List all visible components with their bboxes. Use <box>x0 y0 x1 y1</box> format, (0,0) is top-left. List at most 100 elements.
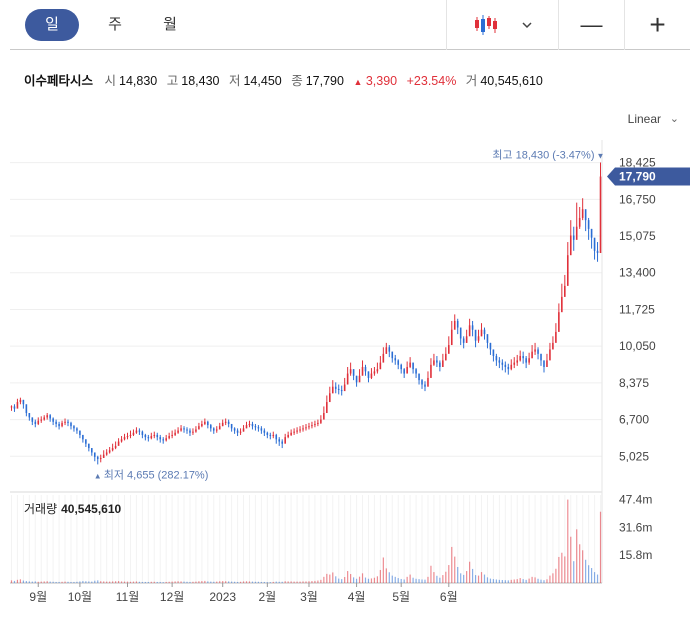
last-price-badge <box>607 167 690 186</box>
volume-bar <box>537 578 539 583</box>
candle-body <box>308 426 310 428</box>
tab-weekly[interactable]: 주 <box>108 16 122 33</box>
volume-bar <box>73 581 75 583</box>
volume-bar <box>257 581 260 583</box>
zoom-out-button[interactable]: — <box>558 0 624 50</box>
stock-name: 이수페타시스 <box>24 74 94 88</box>
volume-bar <box>498 579 500 583</box>
volume-bar <box>37 581 39 583</box>
candle-body <box>430 364 432 378</box>
chart-type-selector[interactable] <box>446 0 558 50</box>
candle-body <box>162 439 165 441</box>
candle-body <box>129 434 132 437</box>
volume-bar <box>245 581 248 583</box>
candle-body <box>346 373 349 385</box>
candle-body <box>233 428 236 431</box>
volume-bar <box>204 580 206 583</box>
volume-bar <box>162 582 164 583</box>
volume-bar <box>451 546 453 583</box>
volume-bar <box>549 575 551 583</box>
candle-body <box>108 450 111 453</box>
volume-bar <box>236 581 239 583</box>
candle-body <box>153 434 156 437</box>
volume-bar <box>269 582 271 583</box>
volume-bar <box>361 573 364 583</box>
volume-bar <box>168 581 170 583</box>
candle-body <box>251 423 254 427</box>
volume-bar <box>358 576 361 583</box>
volume-bar <box>296 581 298 583</box>
scale-selector[interactable]: Linear <box>627 112 661 126</box>
candle-body <box>555 331 557 343</box>
volume-bar <box>400 578 402 583</box>
scale-chevron-icon[interactable]: ⌄ <box>669 113 679 125</box>
candle-body <box>266 432 269 435</box>
volume-bar <box>394 576 396 583</box>
tab-monthly[interactable]: 월 <box>163 16 177 33</box>
volume-bar <box>254 581 257 583</box>
candle-body <box>510 364 513 370</box>
volume-bar <box>406 576 408 583</box>
tab-daily[interactable]: 일 <box>25 9 79 41</box>
volume-tick-label: 15.8m <box>619 548 652 562</box>
volume-bar <box>183 581 185 583</box>
candle-body <box>385 347 388 354</box>
candle-body <box>180 428 182 431</box>
candle-body <box>34 421 37 424</box>
volume-bar <box>513 579 515 583</box>
volume-bar <box>326 573 328 583</box>
candle-body <box>447 345 450 354</box>
volume-bar <box>531 576 533 583</box>
chevron-down-icon <box>521 22 532 29</box>
candle-body <box>317 422 319 424</box>
volume-bar <box>415 578 417 583</box>
price-tick-label: 10,050 <box>619 339 656 353</box>
volume-bar <box>507 580 509 583</box>
volume-bar <box>323 576 325 583</box>
min-price-annotation: 최저 4,655 (282.17%) <box>104 468 209 481</box>
volume-bar <box>22 580 24 583</box>
candle-body <box>296 430 298 432</box>
candle-body <box>165 438 167 441</box>
candle-body <box>239 431 242 433</box>
candle-body <box>221 422 224 427</box>
volume-bar <box>242 581 245 583</box>
candle-body <box>76 428 78 431</box>
volume-bar <box>534 577 536 583</box>
volume-bar <box>388 572 390 583</box>
volume-bar <box>120 581 123 583</box>
candle-body <box>257 427 260 429</box>
candle-body <box>82 434 84 440</box>
volume-bar <box>192 581 194 583</box>
candle-body <box>584 209 587 221</box>
volume-bar <box>412 577 414 583</box>
volume-bar <box>132 581 135 583</box>
volume-bar <box>483 574 486 583</box>
candle-body <box>320 419 322 423</box>
candle-body <box>361 366 364 376</box>
candle-body <box>132 432 135 435</box>
price-tick-label: 13,400 <box>619 266 656 280</box>
candle-body <box>311 425 313 427</box>
candle-body <box>355 375 358 383</box>
volume-bar <box>290 581 292 583</box>
volume-tick-label: 47.4m <box>619 493 652 507</box>
close-value: 17,790 <box>305 74 344 88</box>
candle-body <box>61 422 63 427</box>
change-value: 3,390 <box>365 74 398 88</box>
volume-bar <box>477 575 480 583</box>
volume-bar <box>519 578 521 583</box>
price-tick-label: 15,075 <box>619 229 656 243</box>
volume-bar <box>448 565 450 583</box>
candle-body <box>144 434 147 438</box>
x-tick-label: 2월 <box>258 590 276 604</box>
candle-body <box>424 384 426 387</box>
candle-body <box>299 429 301 431</box>
candle-body <box>114 445 117 449</box>
candle-body <box>415 369 417 374</box>
candle-body <box>70 422 72 427</box>
volume-bar <box>28 581 30 583</box>
zoom-in-button[interactable]: + <box>624 0 690 50</box>
candle-body <box>492 349 495 357</box>
